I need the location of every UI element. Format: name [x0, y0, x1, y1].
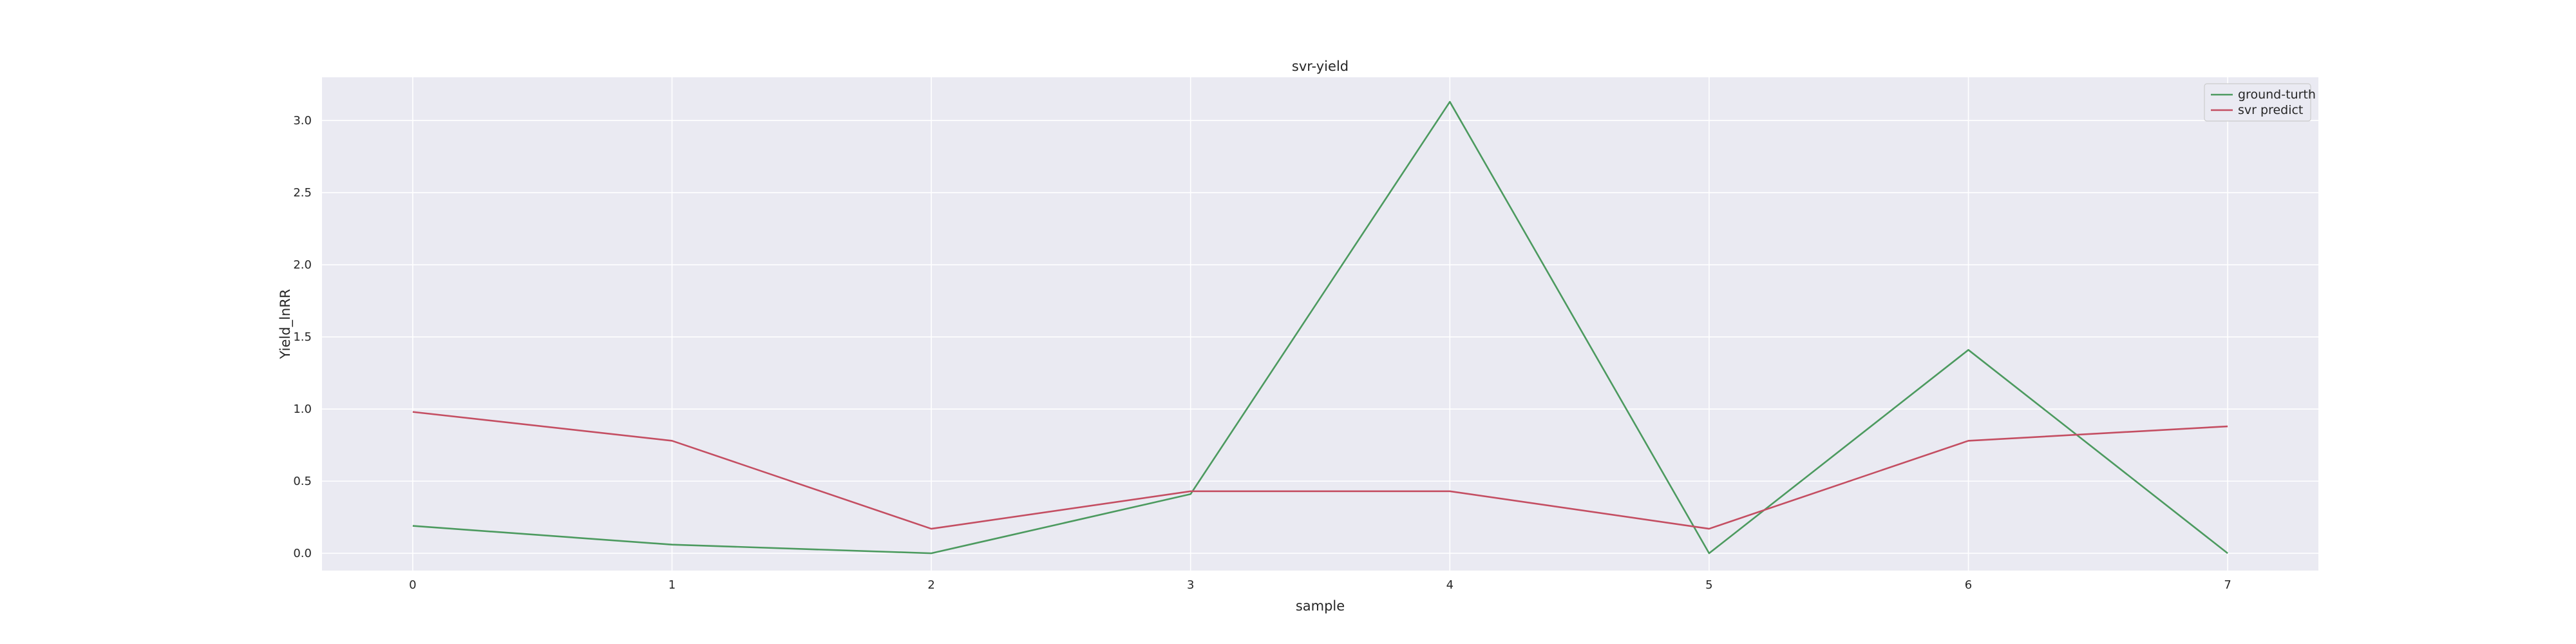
y-axis-title: Yield_lnRR: [278, 289, 294, 360]
x-tick-label: 7: [2224, 578, 2231, 592]
x-tick-label: 5: [1705, 578, 1712, 592]
y-tick-label: 3.0: [293, 114, 312, 128]
chart-title: svr-yield: [1292, 59, 1349, 74]
grid-lines: [322, 77, 2318, 571]
y-tick-label: 2.0: [293, 258, 312, 272]
series-line-2: [412, 411, 2228, 530]
legend-label: svr predict: [2238, 103, 2303, 117]
y-tick-label: 1.5: [293, 330, 312, 344]
x-tick-label: 6: [1965, 578, 1972, 592]
tick-labels: 0 1 2 3 4 5 6 7 0.0 0.5 1.0 1.5 2.0 2.5 3.0: [293, 114, 2231, 592]
series-line-1: [412, 100, 2228, 554]
y-tick-label: 0.5: [293, 475, 312, 488]
x-tick-label: 3: [1187, 578, 1194, 592]
x-tick-label: 0: [409, 578, 416, 592]
legend-box: [2204, 83, 2311, 122]
x-tick-label: 1: [668, 578, 676, 592]
x-tick-label: 2: [927, 578, 934, 592]
x-tick-label: 4: [1446, 578, 1454, 592]
series-lines: [412, 100, 2228, 554]
legend-label: ground-turth: [2238, 88, 2316, 102]
y-tick-label: 2.5: [293, 186, 312, 200]
y-tick-label: 1.0: [293, 402, 312, 416]
x-axis-title: sample: [1296, 598, 1345, 614]
plot-area: [322, 77, 2318, 571]
y-tick-label: 0.0: [293, 547, 312, 560]
